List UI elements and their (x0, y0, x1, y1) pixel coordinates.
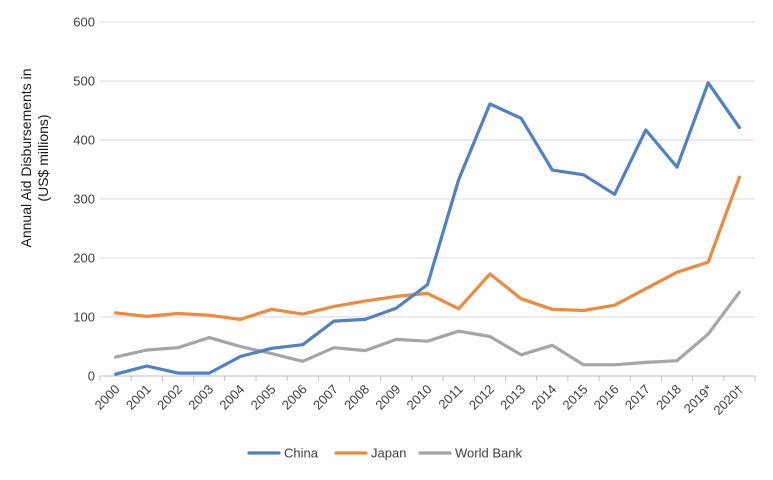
y-axis-label: Annual Aid Disbursements in (US$ million… (18, 69, 51, 248)
legend-label-china: China (284, 446, 319, 461)
legend: China Japan World Bank (247, 446, 522, 461)
y-tick-label: 600 (73, 15, 95, 30)
y-tick-label: 300 (73, 192, 95, 207)
y-tick-label: 400 (73, 133, 95, 148)
x-tick-label: 2012 (466, 382, 497, 413)
x-tick-label: 2015 (560, 382, 591, 413)
x-tick-label: 2006 (279, 382, 310, 413)
series-line-china (113, 81, 742, 376)
legend-label-japan: Japan (371, 446, 406, 461)
x-axis-tick-labels: 2000 2001 2002 2003 2004 2005 2006 2007 2008 2009… (92, 382, 747, 418)
y-axis-tick-labels: 0 100 200 300 400 500 600 (73, 15, 95, 384)
series-line-world-bank (113, 290, 742, 367)
x-tick-label: 2002 (154, 382, 185, 413)
x-tick-label: 2003 (185, 382, 216, 413)
gridlines (99, 21, 756, 381)
x-tick-label: 2001 (123, 382, 154, 413)
y-axis-label-line-2: (US$ millions) (35, 114, 51, 201)
x-tick-label: 2008 (341, 382, 372, 413)
x-tick-label: 2007 (310, 382, 341, 413)
series-lines (113, 81, 742, 376)
y-tick-label: 0 (88, 369, 95, 384)
y-axis-label-line-1: Annual Aid Disbursements in (18, 69, 34, 248)
y-tick-label: 200 (73, 251, 95, 266)
x-tick-label: 2017 (622, 382, 653, 413)
x-tick-label: 2000 (92, 382, 123, 413)
x-tick-label: 2019* (681, 382, 716, 417)
y-tick-label: 500 (73, 74, 95, 89)
x-tick-label: 2011 (435, 382, 465, 412)
x-tick-label: 2016 (591, 382, 622, 413)
legend-label-world-bank: World Bank (455, 446, 522, 461)
x-tick-label: 2010 (404, 382, 435, 413)
x-tick-label: 2004 (216, 382, 247, 413)
x-tick-label: 2013 (497, 382, 528, 413)
x-tick-label: 2005 (248, 382, 279, 413)
y-tick-label: 100 (73, 310, 95, 325)
x-tick-label: 2014 (528, 382, 559, 413)
series-line-japan (113, 175, 742, 321)
x-tick-label: 2020† (710, 382, 746, 418)
x-tick-label: 2018 (653, 382, 684, 413)
x-tick-label: 2009 (372, 382, 403, 413)
